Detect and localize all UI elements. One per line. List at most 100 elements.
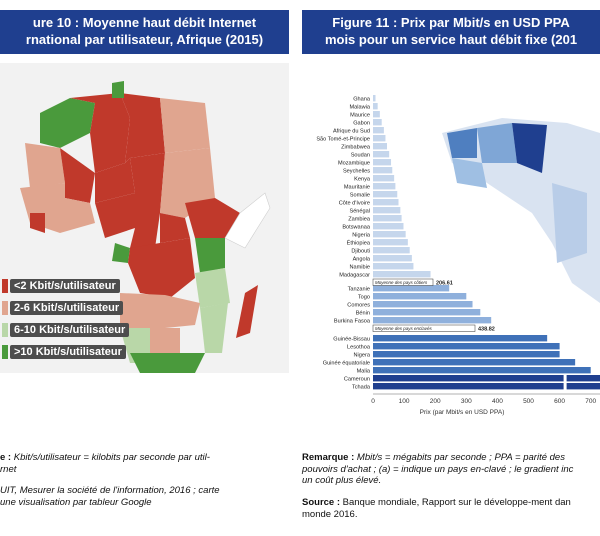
right-remark-label: Remarque : xyxy=(302,452,355,463)
category-label-22: Madagascar xyxy=(339,273,370,279)
bar-27 xyxy=(373,317,492,324)
bar-30 xyxy=(373,351,560,358)
category-label-10: Kenya xyxy=(354,177,371,183)
x-tick-1: 100 xyxy=(399,398,410,405)
bar-9 xyxy=(373,167,393,174)
figure-10-title-line2: rnational par utilisateur, Afrique (2015… xyxy=(25,32,264,47)
category-label-30: Nigera xyxy=(354,353,371,359)
bar-23 xyxy=(373,285,450,292)
legend-swatch-1 xyxy=(2,279,8,293)
category-label-13: Côte d'Ivoire xyxy=(339,201,370,207)
category-label-7: Soudan xyxy=(351,153,370,159)
region-cameroon xyxy=(130,213,160,248)
x-tick-2: 200 xyxy=(430,398,441,405)
category-label-18: Éthiopiea xyxy=(347,240,371,247)
bar-25 xyxy=(373,301,473,308)
region-mozambique xyxy=(200,303,228,353)
axis-break xyxy=(563,375,567,391)
region-niger xyxy=(95,158,135,203)
bar-29 xyxy=(373,343,560,350)
right-remark-text: Mbit/s = mégabits par seconde ; PPA = pa… xyxy=(354,452,565,463)
x-tick-6: 600 xyxy=(554,398,565,405)
chart-category-labels: Ghana Malawia Maurice Gabon Afrique du Sud Sã… xyxy=(316,97,371,391)
category-label-11: Mauritanie xyxy=(344,185,370,191)
bar-28 xyxy=(373,335,548,342)
bar-21 xyxy=(373,263,414,270)
left-note-text2: rnet xyxy=(0,463,17,475)
region-madagascar xyxy=(236,285,258,338)
chart-background-map xyxy=(442,118,600,303)
annotation-0: Moyenne des pays côtiers 206.61 xyxy=(372,278,453,287)
category-label-9: Seychelles xyxy=(343,169,370,175)
legend-label-2: 2-6 Kbit/s/utilisateur xyxy=(10,301,124,315)
chart-annotations: Moyenne des pays côtiers 206.61 Moyenne de… xyxy=(372,278,495,333)
legend-item-3: 6-10 Kbit/s/utilisateur xyxy=(2,319,130,341)
category-label-5: São Tomé-et-Principe xyxy=(316,137,370,143)
left-source-line2: une visualisation par tableur Google xyxy=(0,496,152,508)
annotation-box-0 xyxy=(372,278,434,286)
legend-swatch-3 xyxy=(2,323,8,337)
figure-11-title-line2: mois pour un service haut débit fixe (20… xyxy=(324,32,578,47)
legend-item-1: <2 Kbit/s/utilisateur xyxy=(2,275,129,297)
bar-8 xyxy=(373,159,392,166)
region-mali xyxy=(60,148,95,203)
legend-label-4: >10 Kbit/s/utilisateur xyxy=(10,345,126,359)
chart-x-axis: 0 100 200 300 400 500 600 700 xyxy=(371,393,600,405)
right-remark-text3: un coût plus élevé. xyxy=(302,475,382,486)
legend-swatch-4 xyxy=(2,345,8,359)
category-label-25: Comores xyxy=(347,303,370,309)
legend-swatch-2 xyxy=(2,301,8,315)
figure-10-title-line1: ure 10 : Moyenne haut débit Internet xyxy=(32,15,257,30)
region-nigeria xyxy=(95,193,135,238)
left-note-label: e : xyxy=(0,452,12,463)
right-remark-text2: pouvoirs d'achat ; (a) = indique un pays… xyxy=(302,463,574,475)
category-label-1: Malawia xyxy=(349,105,370,111)
region-chad xyxy=(130,153,165,213)
category-label-23: Tanzanie xyxy=(348,287,370,293)
annotation-label-1: Moyenne des pays enclavés xyxy=(375,326,433,331)
x-tick-3: 300 xyxy=(461,398,472,405)
left-note: e : Kbit/s/utilisateur = kilobits par se… xyxy=(0,452,290,475)
figure-11-title: Figure 11 : Prix par Mbit/s en USD PPA m… xyxy=(302,10,600,54)
africa-map: <2 Kbit/s/utilisateur 2-6 Kbit/s/utilisa… xyxy=(0,63,289,373)
bar-33 xyxy=(373,375,600,382)
region-somalia xyxy=(224,192,271,249)
legend-item-2: 2-6 Kbit/s/utilisateur xyxy=(2,297,129,319)
bar-24 xyxy=(373,293,467,300)
bar-17 xyxy=(373,231,406,238)
bar-7 xyxy=(373,151,390,158)
category-label-8: Mozambique xyxy=(338,161,370,167)
bar-26 xyxy=(373,309,481,316)
category-label-12: Somalie xyxy=(350,193,370,199)
region-ethiopia xyxy=(185,198,240,238)
right-source-text: Banque mondiale, Rapport sur le développ… xyxy=(340,497,571,508)
region-libya xyxy=(120,93,165,163)
x-tick-7: 700 xyxy=(585,398,596,405)
annotation-value-0: 206.61 xyxy=(436,281,453,287)
region-algeria xyxy=(70,93,130,173)
bar-1 xyxy=(373,103,378,110)
category-label-4: Afrique du Sud xyxy=(333,129,370,135)
left-note-text: Kbit/s/utilisateur = kilobits par second… xyxy=(11,452,210,463)
bar-22 xyxy=(373,271,431,278)
price-chart: Ghana Malawia Maurice Gabon Afrique du Sud Sã… xyxy=(302,63,600,418)
region-angola xyxy=(120,293,165,328)
x-tick-4: 400 xyxy=(492,398,503,405)
x-tick-5: 500 xyxy=(523,398,534,405)
bar-2 xyxy=(373,111,380,118)
bar-34 xyxy=(373,383,600,390)
category-label-28: Guinée-Bissau xyxy=(333,337,370,343)
bar-15 xyxy=(373,215,402,222)
bar-19 xyxy=(373,247,410,254)
category-label-6: Zimbabwea xyxy=(341,145,371,151)
region-mauritania xyxy=(25,143,65,188)
bar-16 xyxy=(373,223,404,230)
bar-31 xyxy=(373,359,576,366)
right-source-text2: monde 2016. xyxy=(302,508,358,520)
bar-12 xyxy=(373,191,398,198)
region-guinea xyxy=(30,213,45,233)
region-south-africa xyxy=(130,353,205,373)
bar-13 xyxy=(373,199,399,206)
left-source-line1: UIT, Mesurer la société de l'information… xyxy=(0,485,220,496)
bar-20 xyxy=(373,255,412,262)
